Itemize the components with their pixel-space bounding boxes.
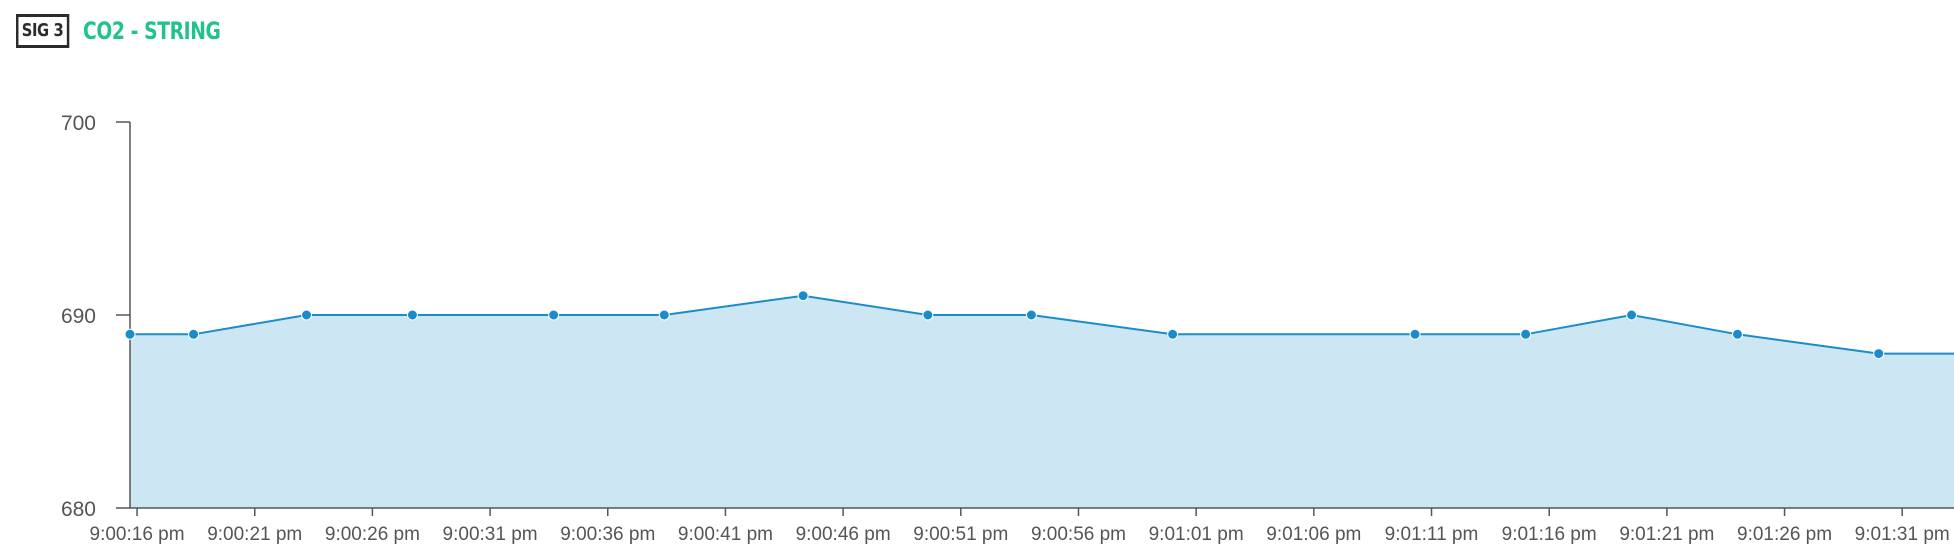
signal-badge: SIG 3 <box>16 14 70 48</box>
area-fill <box>130 295 1954 508</box>
x-tick-label: 9:01:26 pm <box>1737 524 1832 545</box>
x-tick-label: 9:01:01 pm <box>1149 524 1244 545</box>
data-point <box>1167 328 1179 340</box>
x-tick-label: 9:00:16 pm <box>90 524 185 545</box>
y-tick-label: 680 <box>61 498 96 521</box>
data-point <box>1626 309 1638 321</box>
series-line <box>130 294 1954 355</box>
x-tick-label: 9:00:46 pm <box>796 524 891 545</box>
x-tick-label: 9:01:11 pm <box>1385 524 1479 545</box>
x-tick-label: 9:00:31 pm <box>443 524 538 545</box>
x-tick-label: 9:01:06 pm <box>1266 524 1361 545</box>
data-point <box>1731 328 1743 340</box>
x-tick-label: 9:00:26 pm <box>325 524 420 545</box>
data-point <box>1025 309 1037 321</box>
x-tick-label: 9:00:41 pm <box>678 524 773 545</box>
data-point <box>301 309 313 321</box>
data-point <box>797 290 809 302</box>
y-tick-label: 690 <box>61 305 96 328</box>
data-point <box>406 309 418 321</box>
x-tick-label: 9:00:56 pm <box>1031 524 1126 545</box>
data-point <box>658 309 670 321</box>
data-point <box>922 309 934 321</box>
data-point <box>188 328 200 340</box>
x-tick-label: 9:00:21 pm <box>207 524 302 545</box>
y-tick-label: 700 <box>61 112 96 135</box>
data-point <box>1873 348 1885 360</box>
data-point <box>124 328 136 340</box>
x-tick-label: 9:01:16 pm <box>1502 524 1597 545</box>
sensor-title: CO2 - STRING <box>82 17 221 45</box>
data-point <box>1520 328 1532 340</box>
data-point <box>548 309 560 321</box>
x-tick-label: 9:01:21 pm <box>1619 524 1714 545</box>
x-tick-label: 9:00:51 pm <box>913 524 1008 545</box>
x-tick-label: 9:00:36 pm <box>560 524 655 545</box>
chart-header: SIG 3 CO2 - STRING <box>16 14 259 48</box>
data-point <box>1409 328 1421 340</box>
x-tick-label: 9:01:31 pm <box>1855 524 1950 545</box>
